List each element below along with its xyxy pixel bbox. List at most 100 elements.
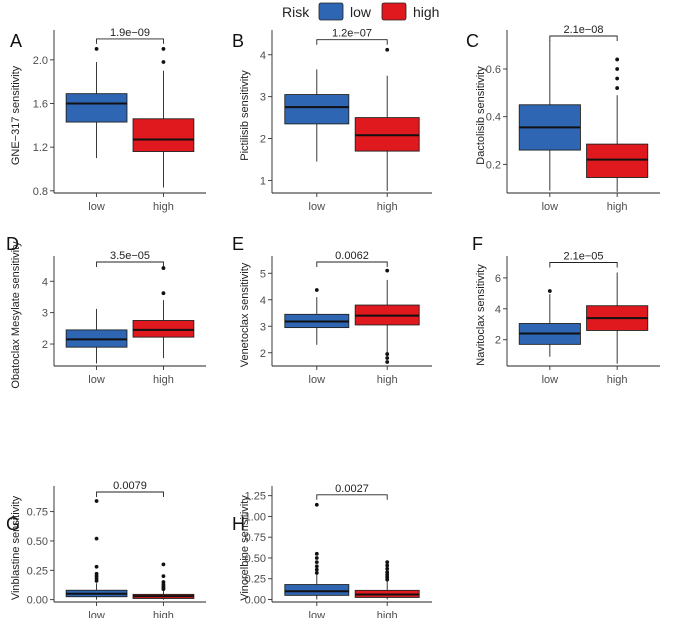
box-low xyxy=(518,40,581,191)
y-tick-label: 0.6 xyxy=(486,64,501,76)
panel-a: A GNE−317 sensitivity 0.8 1.2 1.6 2.0 low high 1… xyxy=(10,27,206,213)
y-tick-label: 5 xyxy=(260,268,266,280)
y-axis-label: GNE−317 sensitivity xyxy=(10,65,22,165)
box-iqr xyxy=(586,143,649,178)
panel-letter: A xyxy=(10,31,22,51)
outlier-point xyxy=(161,574,166,579)
x-tick-label-high: high xyxy=(607,374,628,386)
outlier-point xyxy=(94,499,99,503)
outlier-point xyxy=(314,556,319,560)
y-tick-label: 0.8 xyxy=(33,186,48,198)
y-axis-label: Obatoclax Mesylate sensitivity xyxy=(10,241,22,389)
outlier-point xyxy=(161,60,166,64)
y-tick-label: 0.50 xyxy=(27,536,48,548)
y-tick-label: 4 xyxy=(42,276,48,288)
y-tick-label: 1 xyxy=(260,175,266,187)
y-tick-label: 3 xyxy=(260,321,266,333)
y-tick-label: 0.25 xyxy=(27,565,48,577)
x-tick-label-high: high xyxy=(377,374,398,386)
box-high xyxy=(132,562,195,600)
box-low xyxy=(284,502,350,600)
outlier-point xyxy=(385,563,390,568)
y-axis-label: Pictilisib sensitivity xyxy=(239,70,251,161)
p-value-label: 1.2e−07 xyxy=(332,28,372,40)
outlier-point xyxy=(161,562,166,567)
box-iqr xyxy=(284,584,350,596)
y-tick-label: 4 xyxy=(260,295,266,307)
panel-f: F Navitoclax sensitivity 2 4 6 low high 2.1e−05 xyxy=(472,234,660,386)
x-tick-label-low: low xyxy=(309,374,326,386)
box-high xyxy=(586,272,649,364)
y-tick-label: 1.6 xyxy=(33,98,48,110)
outlier-point xyxy=(314,288,319,292)
p-value-label: 2.1e−05 xyxy=(563,251,603,263)
x-tick-label-high: high xyxy=(153,201,174,213)
y-tick-label: 1.2 xyxy=(33,142,48,154)
box-high xyxy=(132,47,195,188)
y-tick-label: 1.00 xyxy=(245,511,266,523)
outlier-point xyxy=(314,551,319,556)
outlier-point xyxy=(94,47,99,51)
outlier-point xyxy=(615,57,620,62)
y-tick-label: 0.00 xyxy=(245,595,266,607)
box-high xyxy=(586,57,649,192)
y-tick-label: 0.2 xyxy=(486,159,501,171)
p-value-label: 0.0062 xyxy=(335,250,369,262)
x-tick-label-high: high xyxy=(153,374,174,386)
outlier-point xyxy=(385,570,390,574)
outlier-point xyxy=(314,560,319,565)
box-low xyxy=(65,499,128,600)
outlier-point xyxy=(385,560,390,565)
y-tick-label: 0.4 xyxy=(486,112,501,124)
panel-e: E Venetoclax sensitivity 2 3 4 5 low high 0.0062 xyxy=(232,234,432,386)
legend-label-high: high xyxy=(413,4,439,20)
outlier-point xyxy=(385,566,390,571)
outlier-point xyxy=(94,564,99,569)
outlier-point xyxy=(161,47,166,51)
panel-letter: H xyxy=(232,514,245,534)
outlier-point xyxy=(385,47,390,52)
outlier-point xyxy=(615,76,620,81)
p-value-label: 3.5e−05 xyxy=(110,250,150,262)
significance-bracket xyxy=(316,494,388,500)
p-value-label: 0.0027 xyxy=(335,483,369,495)
outlier-point xyxy=(161,580,166,584)
significance-bracket xyxy=(549,35,618,41)
y-tick-label: 3 xyxy=(260,92,266,104)
significance-bracket xyxy=(549,262,618,268)
significance-bracket xyxy=(96,261,164,267)
y-tick-label: 0.25 xyxy=(245,574,266,586)
y-tick-label: 2 xyxy=(42,339,48,351)
x-tick-label-high: high xyxy=(607,201,628,213)
legend-label-low: low xyxy=(350,4,372,20)
outlier-point xyxy=(314,502,319,507)
outlier-point xyxy=(161,291,166,296)
y-axis-label: Vinorelbine sensitivity xyxy=(239,495,251,601)
y-tick-label: 3 xyxy=(42,308,48,320)
box-high xyxy=(354,268,420,364)
x-tick-label-low: low xyxy=(88,610,105,618)
panel-letter: B xyxy=(232,31,244,51)
y-tick-label: 0.00 xyxy=(27,595,48,607)
box-iqr xyxy=(65,93,128,123)
outlier-point xyxy=(94,536,99,541)
y-tick-label: 0.75 xyxy=(245,532,266,544)
box-low xyxy=(65,308,128,364)
y-tick-label: 2.0 xyxy=(33,55,48,67)
x-tick-label-low: low xyxy=(88,374,105,386)
outlier-point xyxy=(385,268,390,273)
panel-letter: F xyxy=(472,234,483,254)
y-tick-label: 6 xyxy=(495,273,501,285)
outlier-point xyxy=(314,567,319,572)
panel-letter: E xyxy=(232,234,244,254)
p-value-label: 2.1e−08 xyxy=(563,24,603,36)
x-tick-label-low: low xyxy=(309,610,326,618)
x-tick-label-low: low xyxy=(88,201,105,213)
box-iqr xyxy=(132,320,195,338)
y-tick-label: 1.25 xyxy=(245,491,266,503)
outlier-point xyxy=(547,289,552,293)
y-axis-label: Venetoclax sensitivity xyxy=(239,262,251,367)
box-low xyxy=(65,47,128,159)
